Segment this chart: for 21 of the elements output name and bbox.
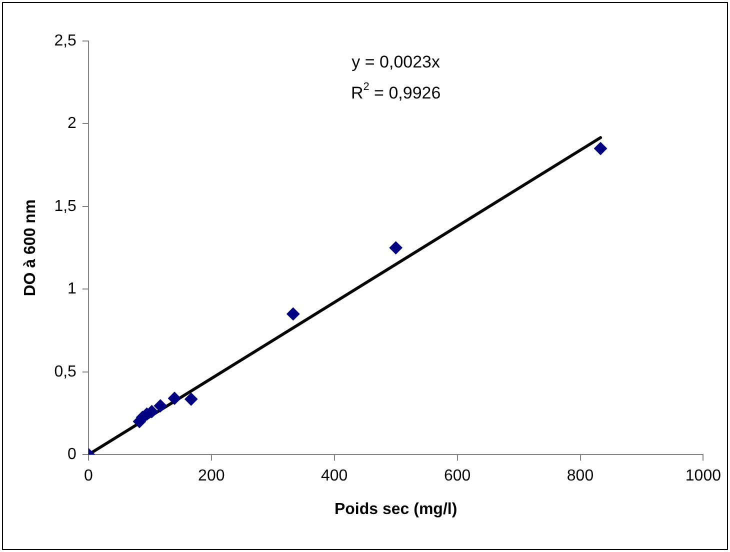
- x-tick-label: 1000: [685, 468, 722, 485]
- x-tick-label: 200: [198, 468, 225, 485]
- x-tick-label: 600: [444, 468, 471, 485]
- y-tick-label: 0: [68, 446, 77, 464]
- point: [286, 307, 300, 320]
- point: [168, 392, 182, 405]
- point: [594, 142, 608, 156]
- x-axis-title: Poids sec (mg/l): [334, 500, 458, 518]
- y-axis-title: DO à 600 nm: [22, 199, 40, 296]
- y-tick-label: 0,5: [54, 363, 77, 380]
- point: [184, 392, 198, 406]
- annotation: y = 0,0023x: [352, 52, 441, 72]
- y-tick-label: 2: [68, 115, 77, 132]
- x-tick-label: 800: [566, 468, 594, 485]
- x-tick-label: 0: [84, 468, 93, 485]
- y-tick-label: 1,5: [54, 198, 77, 215]
- y-tick-label: 2,5: [54, 32, 77, 50]
- point: [389, 241, 402, 254]
- y-tick-label: 1: [68, 280, 77, 298]
- x-tick-label: 400: [320, 468, 348, 485]
- point: [154, 399, 167, 412]
